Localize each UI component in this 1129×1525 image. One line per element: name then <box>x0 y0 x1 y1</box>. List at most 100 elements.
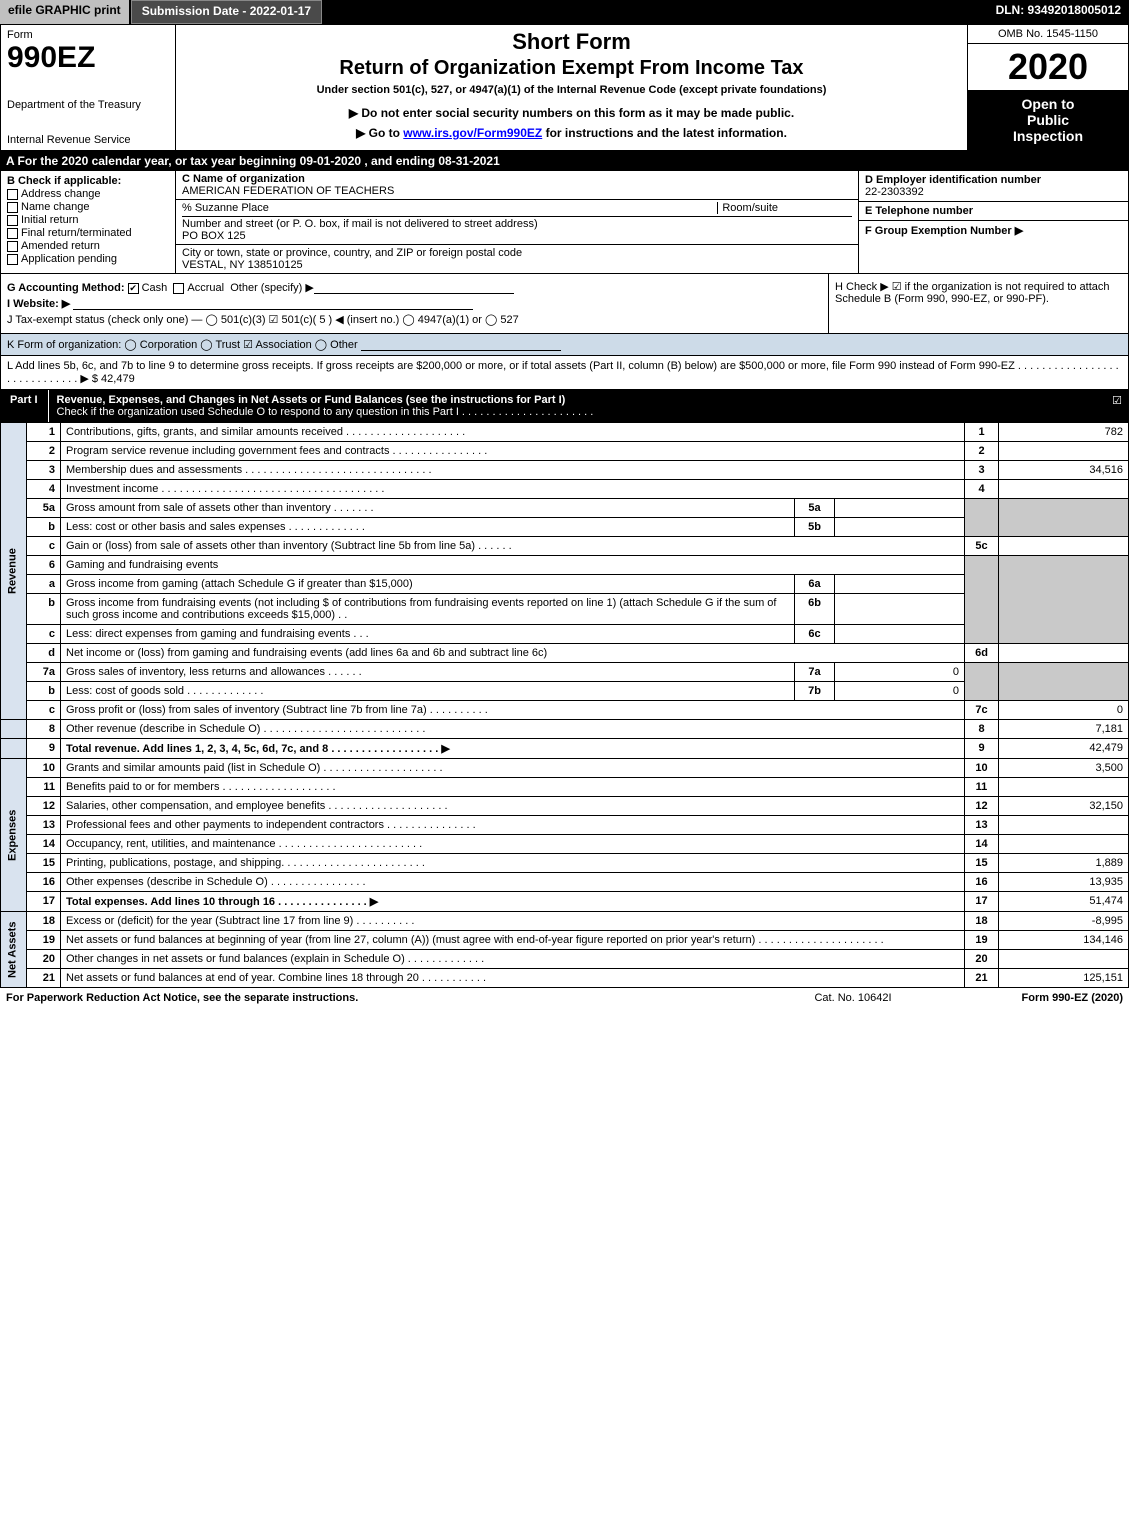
line-16-box: 16 <box>965 873 999 892</box>
line-9-num: 9 <box>27 739 61 759</box>
line-6c-subval <box>835 625 965 644</box>
line-7b-text: Less: cost of goods sold . . . . . . . .… <box>61 682 795 701</box>
line-18-amt: -8,995 <box>999 912 1129 931</box>
section-ghij: G Accounting Method: Cash Accrual Other … <box>0 274 1129 334</box>
street-value: PO BOX 125 <box>182 230 852 242</box>
line-20-box: 20 <box>965 950 999 969</box>
line-5c-amt <box>999 537 1129 556</box>
line-14-text: Occupancy, rent, utilities, and maintena… <box>61 835 965 854</box>
goto-link[interactable]: www.irs.gov/Form990EZ <box>403 126 542 140</box>
section-b: B Check if applicable: Address change Na… <box>1 171 176 273</box>
part1-check[interactable]: ☑ <box>1105 390 1129 422</box>
line-6d-amt <box>999 644 1129 663</box>
line-2-text: Program service revenue including govern… <box>61 442 965 461</box>
line-16-num: 16 <box>27 873 61 892</box>
tax-exempt-status: J Tax-exempt status (check only one) — ◯… <box>7 314 519 326</box>
line-1-amt: 782 <box>999 423 1129 442</box>
tax-year-period: A For the 2020 calendar year, or tax yea… <box>0 151 1129 171</box>
line-5a-subval <box>835 499 965 518</box>
cb-final-return[interactable]: Final return/terminated <box>7 227 169 239</box>
line-2-box: 2 <box>965 442 999 461</box>
part1-header: Part I Revenue, Expenses, and Changes in… <box>0 390 1129 422</box>
part1-tag: Part I <box>0 390 49 422</box>
page-footer: For Paperwork Reduction Act Notice, see … <box>0 988 1129 1008</box>
form-header: Form 990EZ Department of the Treasury In… <box>0 24 1129 151</box>
line-17-text: Total expenses. Add lines 10 through 16 … <box>61 892 965 912</box>
line-21-num: 21 <box>27 969 61 988</box>
line-6a-text: Gross income from gaming (attach Schedul… <box>61 575 795 594</box>
line-11-num: 11 <box>27 778 61 797</box>
entity-block: B Check if applicable: Address change Na… <box>0 171 1129 274</box>
inspect-line2: Public <box>970 112 1126 128</box>
submission-date: Submission Date - 2022-01-17 <box>131 0 322 24</box>
line-17-num: 17 <box>27 892 61 912</box>
line-14-num: 14 <box>27 835 61 854</box>
line-5c-num: c <box>27 537 61 556</box>
cb-application-pending[interactable]: Application pending <box>7 253 169 265</box>
line-15-box: 15 <box>965 854 999 873</box>
line-5b-text: Less: cost or other basis and sales expe… <box>61 518 795 537</box>
catalog-number: Cat. No. 10642I <box>753 992 953 1004</box>
line-5c-box: 5c <box>965 537 999 556</box>
line-19-box: 19 <box>965 931 999 950</box>
street-label: Number and street (or P. O. box, if mail… <box>182 218 538 230</box>
line-7c-text: Gross profit or (loss) from sales of inv… <box>61 701 965 720</box>
website-input[interactable] <box>73 298 473 310</box>
line-1-text: Contributions, gifts, grants, and simila… <box>61 423 965 442</box>
title-goto: ▶ Go to www.irs.gov/Form990EZ for instru… <box>182 126 961 140</box>
line-3-num: 3 <box>27 461 61 480</box>
org-name-label: C Name of organization <box>182 173 852 185</box>
cb-address-change[interactable]: Address change <box>7 188 169 200</box>
line-6c-text: Less: direct expenses from gaming and fu… <box>61 625 795 644</box>
line-4-box: 4 <box>965 480 999 499</box>
efile-print-label[interactable]: efile GRAPHIC print <box>0 0 131 24</box>
line-5c-text: Gain or (loss) from sale of assets other… <box>61 537 965 556</box>
cb-initial-return[interactable]: Initial return <box>7 214 169 226</box>
accounting-other-input[interactable] <box>314 282 514 294</box>
line-6d-box: 6d <box>965 644 999 663</box>
line-5a-text: Gross amount from sale of assets other t… <box>61 499 795 518</box>
line-5b-sublabel: 5b <box>795 518 835 537</box>
line-19-text: Net assets or fund balances at beginning… <box>61 931 965 950</box>
form-number: 990EZ <box>7 41 169 75</box>
line-13-text: Professional fees and other payments to … <box>61 816 965 835</box>
line-7ab-shade <box>965 663 999 701</box>
accounting-other: Other (specify) ▶ <box>230 282 314 294</box>
goto-post: for instructions and the latest informat… <box>542 126 787 140</box>
header-center: Short Form Return of Organization Exempt… <box>176 25 968 150</box>
room-label: Room/suite <box>717 202 778 214</box>
line-13-box: 13 <box>965 816 999 835</box>
cb-name-change[interactable]: Name change <box>7 201 169 213</box>
part1-table: Revenue 1 Contributions, gifts, grants, … <box>0 422 1129 988</box>
form-id-footer: Form 990-EZ (2020) <box>953 992 1123 1004</box>
form-of-org-other-input[interactable] <box>361 339 561 351</box>
line-20-num: 20 <box>27 950 61 969</box>
line-10-amt: 3,500 <box>999 759 1129 778</box>
cb-amended-return[interactable]: Amended return <box>7 240 169 252</box>
cb-accrual[interactable] <box>173 283 184 294</box>
line-16-amt: 13,935 <box>999 873 1129 892</box>
line-5ab-shade-amt <box>999 499 1129 537</box>
city-value: VESTAL, NY 138510125 <box>182 259 852 271</box>
section-def: D Employer identification number 22-2303… <box>858 171 1128 273</box>
line-20-text: Other changes in net assets or fund bala… <box>61 950 965 969</box>
line-3-text: Membership dues and assessments . . . . … <box>61 461 965 480</box>
line-21-amt: 125,151 <box>999 969 1129 988</box>
line-6b-sublabel: 6b <box>795 594 835 625</box>
line-5b-subval <box>835 518 965 537</box>
title-ssn-warning: ▶ Do not enter social security numbers o… <box>182 106 961 120</box>
header-right: OMB No. 1545-1150 2020 Open to Public In… <box>968 25 1128 150</box>
line-4-amt <box>999 480 1129 499</box>
sidebar-revenue-cont <box>1 720 27 739</box>
section-i: I Website: ▶ <box>7 297 822 310</box>
accounting-label: G Accounting Method: <box>7 282 125 294</box>
line-7a-sublabel: 7a <box>795 663 835 682</box>
line-5b-num: b <box>27 518 61 537</box>
ein-value: 22-2303392 <box>865 186 1122 198</box>
line-18-box: 18 <box>965 912 999 931</box>
line-7c-num: c <box>27 701 61 720</box>
line-6a-num: a <box>27 575 61 594</box>
cb-cash[interactable] <box>128 283 139 294</box>
sidebar-revenue: Revenue <box>1 423 27 720</box>
line-6-text: Gaming and fundraising events <box>61 556 965 575</box>
